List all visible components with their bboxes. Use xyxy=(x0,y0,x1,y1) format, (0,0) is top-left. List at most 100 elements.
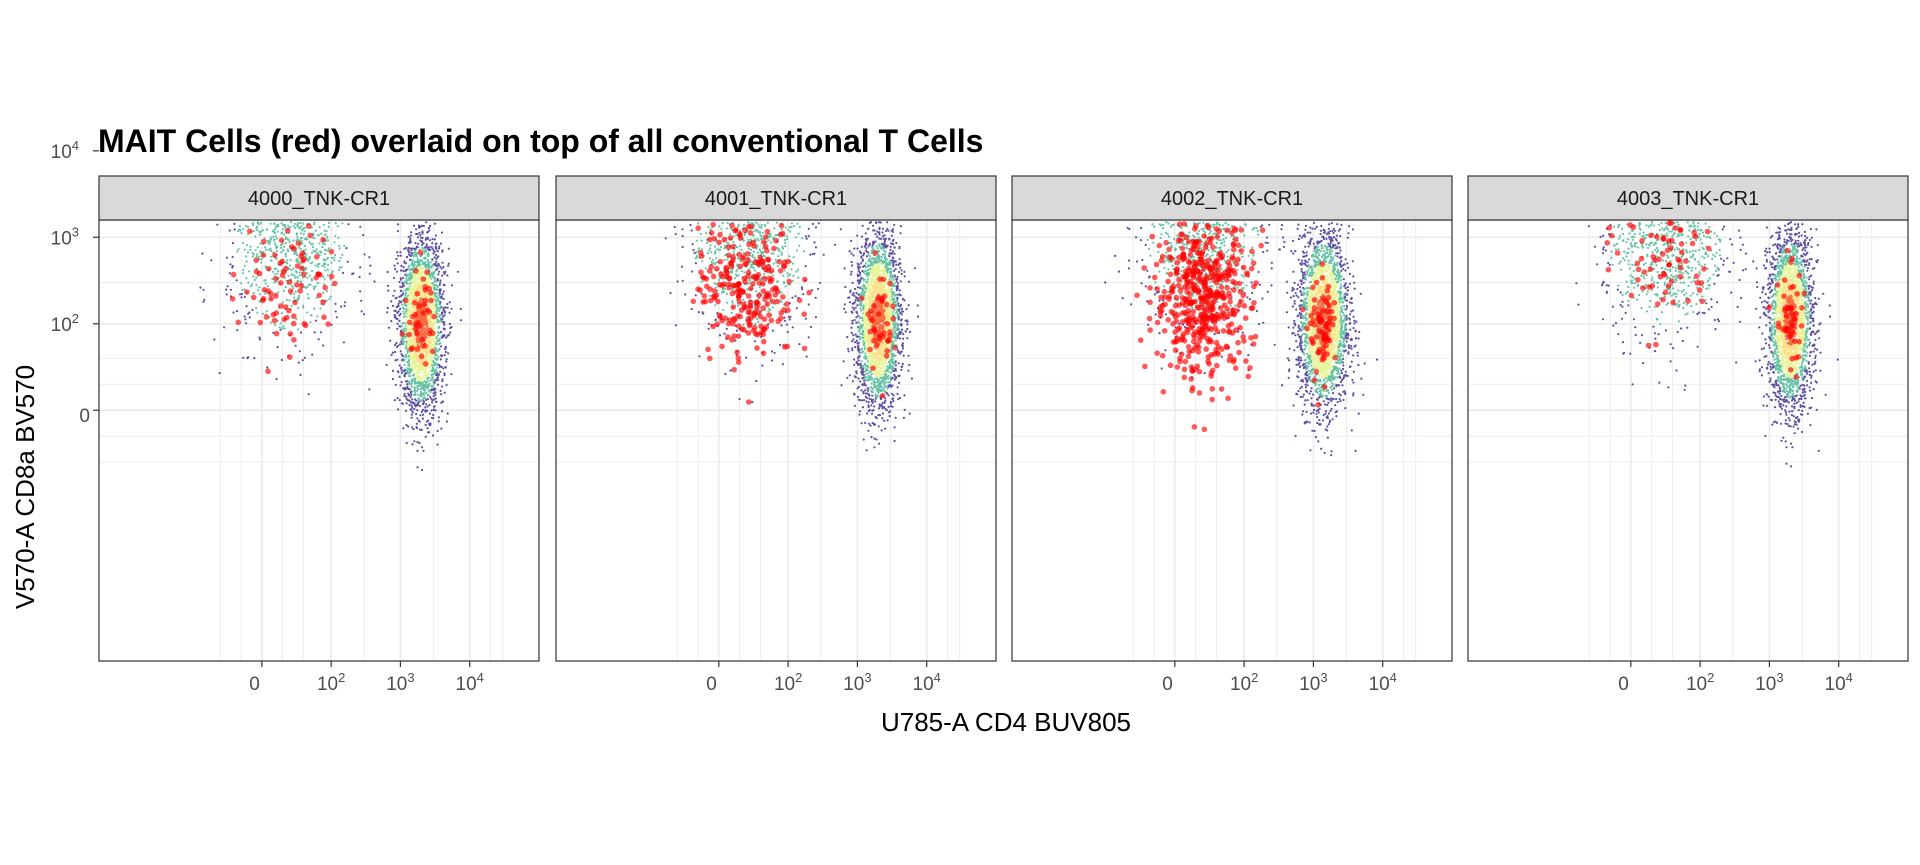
cell-point xyxy=(410,231,413,234)
cell-point xyxy=(413,389,416,392)
cell-point xyxy=(411,278,414,281)
cell-point xyxy=(260,261,263,264)
cell-point xyxy=(297,307,300,310)
cell-point xyxy=(430,266,433,269)
cell-point xyxy=(242,228,245,231)
cell-point xyxy=(415,340,418,343)
cell-point xyxy=(408,403,411,407)
cell-point xyxy=(283,327,286,330)
cell-point xyxy=(898,270,901,274)
cell-point xyxy=(429,360,432,364)
cell-point xyxy=(340,305,343,308)
cell-point xyxy=(877,425,880,428)
cell-point xyxy=(390,320,393,323)
cell-point xyxy=(856,363,860,366)
cell-point xyxy=(723,332,726,335)
cell-point xyxy=(897,362,900,365)
mait-point xyxy=(270,311,277,318)
cell-point xyxy=(324,233,327,236)
mait-point xyxy=(278,303,284,309)
cell-point xyxy=(760,224,764,227)
cell-point xyxy=(294,290,297,293)
cell-point xyxy=(407,392,410,395)
cell-point xyxy=(435,268,438,271)
cell-point xyxy=(431,238,434,241)
cell-point xyxy=(213,338,216,341)
cell-point xyxy=(691,243,694,246)
cell-point xyxy=(410,279,413,282)
cell-point xyxy=(300,229,303,232)
cell-point xyxy=(447,247,450,250)
cell-point xyxy=(258,230,261,234)
cell-point xyxy=(864,384,867,387)
cell-point xyxy=(760,237,764,240)
cell-point xyxy=(412,307,415,310)
cell-point xyxy=(423,262,426,265)
cell-point xyxy=(813,241,816,244)
cell-point xyxy=(783,238,787,242)
cell-point xyxy=(410,413,413,416)
cell-point xyxy=(421,366,424,369)
cell-point xyxy=(858,338,862,341)
cell-point xyxy=(420,428,423,431)
cell-point xyxy=(299,237,302,240)
cell-point xyxy=(403,392,406,396)
cell-point xyxy=(267,248,270,251)
cell-point xyxy=(236,250,239,253)
cell-point xyxy=(446,274,449,277)
cell-point xyxy=(346,260,349,263)
cell-point xyxy=(428,412,431,415)
cell-point xyxy=(433,277,436,280)
cell-point xyxy=(424,435,427,438)
cell-point xyxy=(757,239,760,242)
cell-point xyxy=(855,316,858,319)
cell-point xyxy=(243,264,246,267)
cell-point xyxy=(424,423,427,427)
cell-point xyxy=(258,336,261,339)
cell-point xyxy=(755,221,758,224)
cell-point xyxy=(696,256,699,259)
cell-point xyxy=(863,252,866,255)
cell-point xyxy=(870,382,873,385)
cell-point xyxy=(308,274,311,277)
cell-point xyxy=(322,344,325,347)
cell-point xyxy=(251,222,254,225)
cell-point xyxy=(322,291,325,294)
cell-point xyxy=(289,264,292,267)
cell-point xyxy=(433,238,436,241)
cell-point xyxy=(399,251,402,254)
cell-point xyxy=(425,221,428,224)
cell-point xyxy=(394,343,397,346)
cell-point xyxy=(347,223,350,226)
cell-point xyxy=(243,248,246,251)
cell-point xyxy=(822,253,825,256)
cell-point xyxy=(791,262,794,265)
cell-point xyxy=(404,353,407,357)
cell-point xyxy=(225,293,228,296)
cell-point xyxy=(427,394,430,397)
cell-point xyxy=(441,385,444,388)
cell-point xyxy=(318,242,321,245)
mait-point xyxy=(399,331,406,337)
mait-point xyxy=(277,260,284,266)
cell-point xyxy=(735,275,738,278)
cell-point xyxy=(373,280,376,283)
cell-point xyxy=(283,225,286,228)
cell-point xyxy=(293,274,296,277)
cell-point xyxy=(798,225,801,229)
cell-point xyxy=(900,307,904,310)
cell-point xyxy=(459,307,462,311)
cell-point xyxy=(732,250,735,253)
cell-point xyxy=(413,357,416,360)
cell-point xyxy=(240,231,243,235)
cell-point xyxy=(445,420,448,423)
cell-point xyxy=(329,295,332,298)
cell-point xyxy=(854,299,857,302)
cell-point xyxy=(771,359,774,362)
cell-point xyxy=(406,380,409,383)
mait-point xyxy=(332,280,338,287)
cell-point xyxy=(442,297,445,300)
cell-point xyxy=(407,253,411,256)
cell-point xyxy=(301,359,304,362)
cell-point xyxy=(770,350,774,353)
